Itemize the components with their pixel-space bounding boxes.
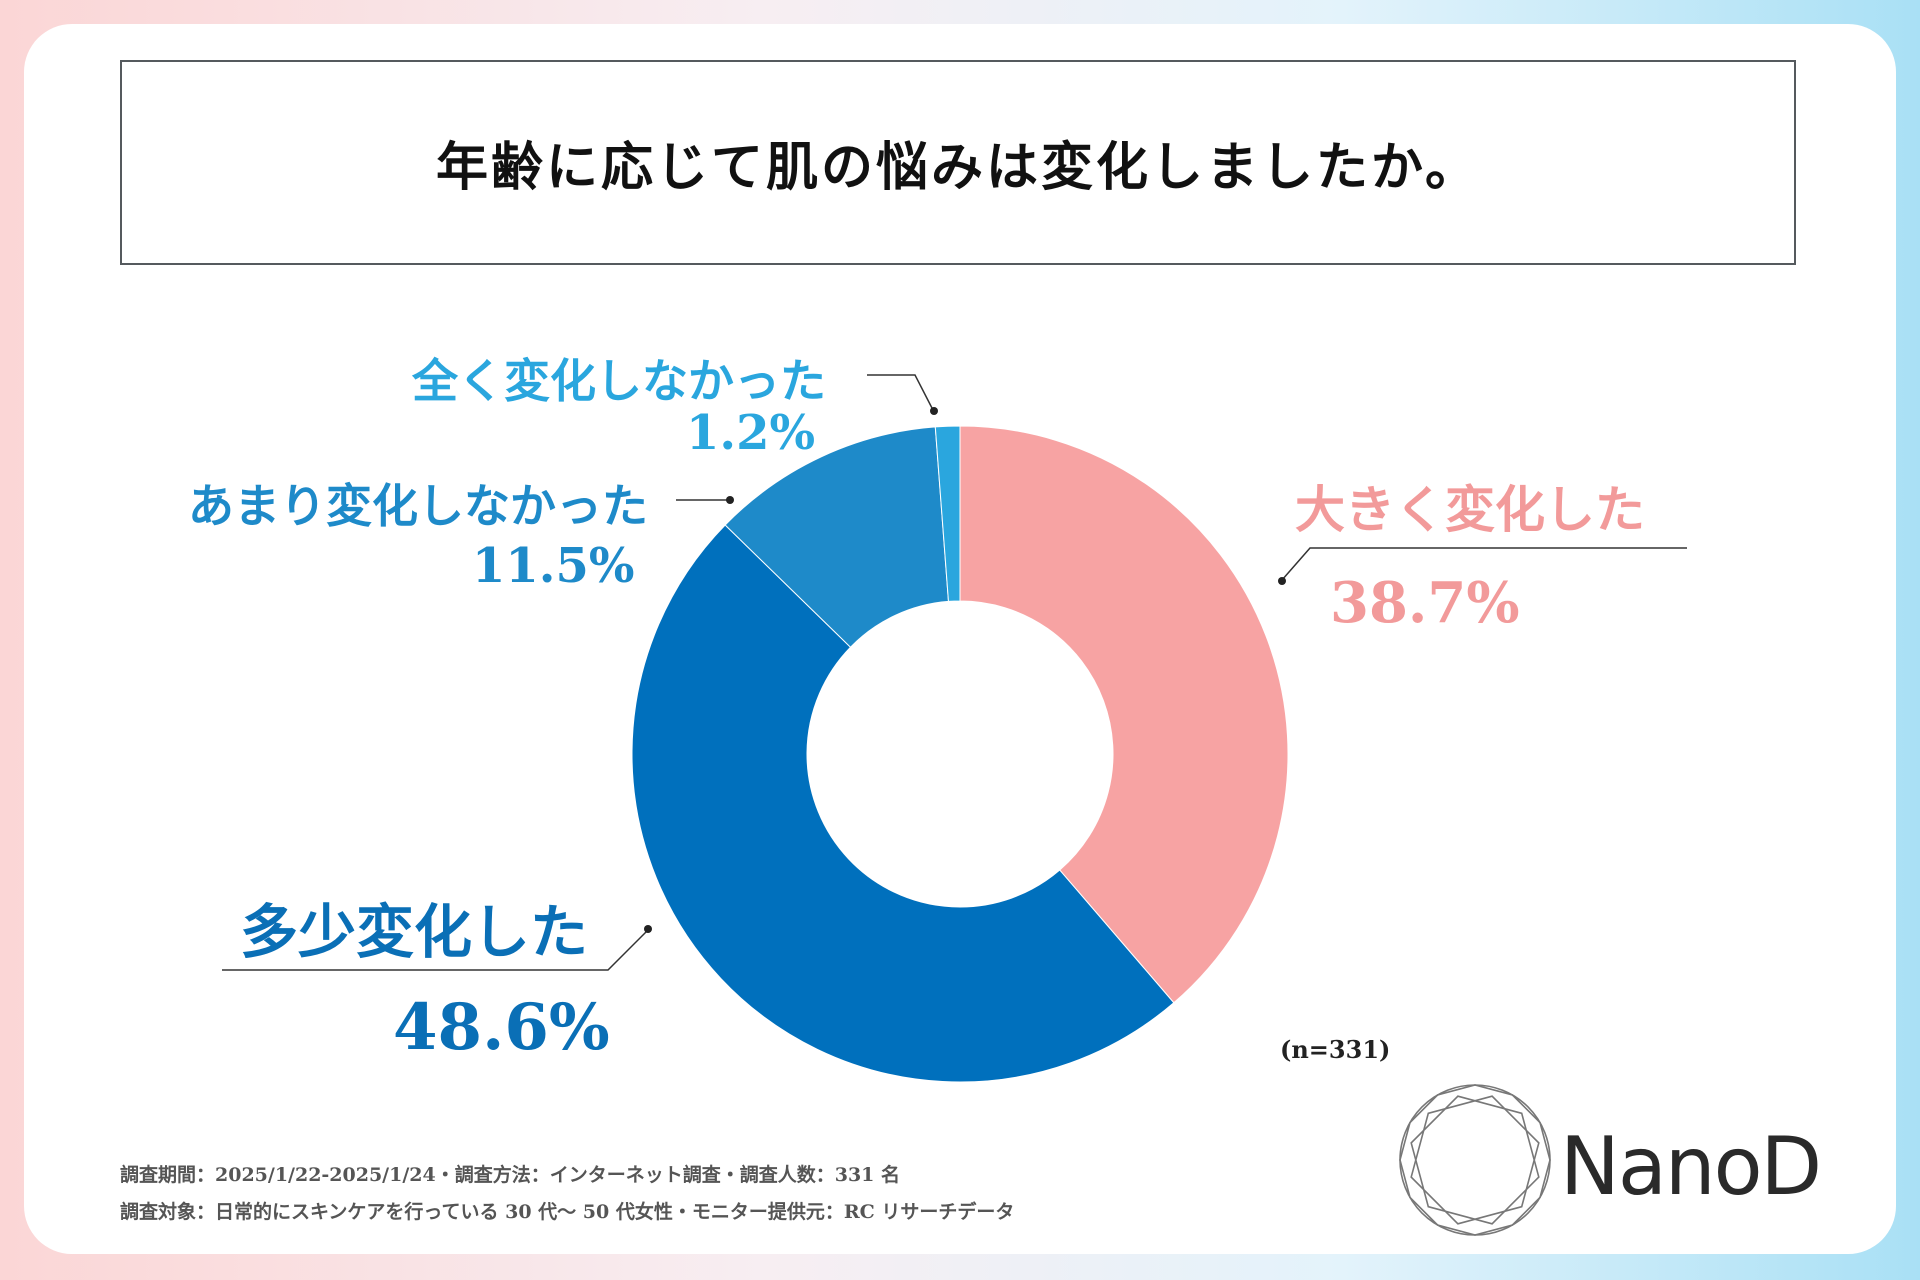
value-large-change: 38.7% — [1330, 570, 1520, 636]
logo-mark — [1399, 1084, 1551, 1236]
slice-some-change — [631, 524, 1175, 1083]
slice-no-change — [934, 425, 961, 602]
leader-line-some-change — [222, 929, 649, 971]
footnote-survey-target: 調査対象：日常的にスキンケアを行っている 30 代〜 50 代女性・モニター提供… — [120, 1201, 1015, 1223]
slice-little-change — [724, 426, 950, 648]
leader-line-large-change — [1281, 547, 1687, 581]
label-some-change: 多少変化した — [240, 898, 589, 966]
label-no-change: 全く変化しなかった — [412, 354, 826, 408]
leader-dot-some-change — [644, 925, 652, 933]
value-no-change: 1.2% — [686, 405, 816, 461]
leader-dot-large-change — [1278, 577, 1286, 585]
sample-size: (n=331) — [1280, 1035, 1391, 1064]
label-large-change: 大きく変化した — [1295, 480, 1645, 539]
value-some-change: 48.6% — [393, 990, 610, 1065]
label-little-change: あまり変化しなかった — [188, 479, 648, 533]
leader-line-no-change — [867, 374, 934, 411]
value-little-change: 11.5% — [472, 538, 635, 594]
leader-dot-little-change — [726, 496, 734, 504]
leader-dot-no-change — [930, 407, 938, 415]
footnote-survey-info: 調査期間：2025/1/22-2025/1/24・調査方法：インターネット調査・… — [120, 1164, 901, 1186]
chart-title: 年齢に応じて肌の悩みは変化しましたか。 — [436, 137, 1480, 198]
logo-text: NanoD — [1560, 1120, 1822, 1213]
slice-large-change — [959, 425, 1289, 1004]
title-box: 年齢に応じて肌の悩みは変化しましたか。 — [120, 60, 1796, 265]
